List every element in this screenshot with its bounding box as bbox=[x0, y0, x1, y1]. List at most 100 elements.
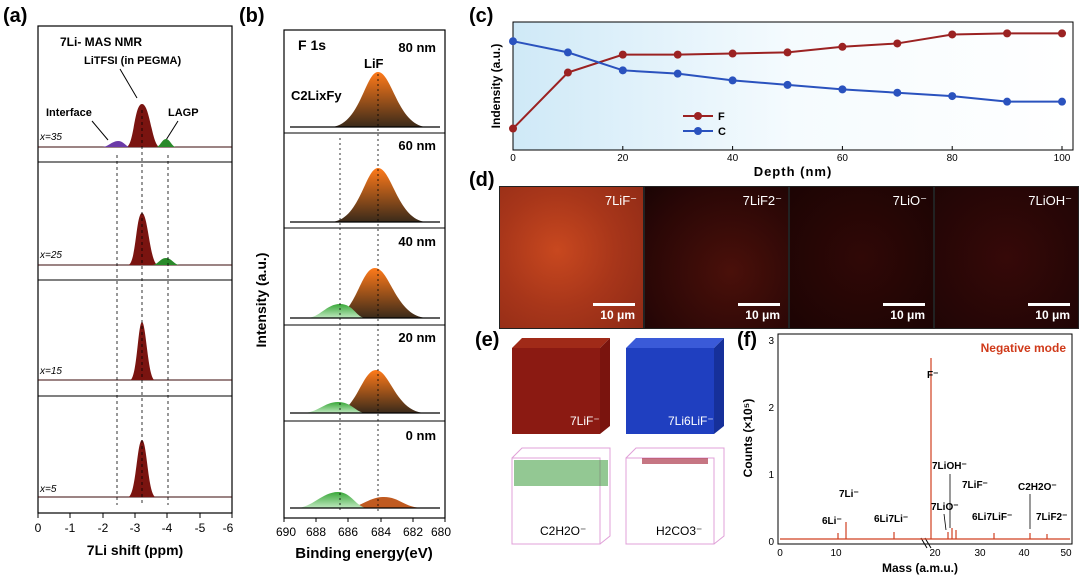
data-point-f-5 bbox=[783, 48, 792, 57]
panel-d-label: (d) bbox=[469, 169, 495, 191]
a-tick-2: -2 bbox=[98, 521, 109, 535]
interface-label: Interface bbox=[46, 107, 92, 119]
peak-f: F⁻ bbox=[927, 370, 938, 381]
f-xtick-4: 40 bbox=[1018, 548, 1030, 559]
map-label-7lif2: 7LiF2⁻ bbox=[742, 193, 782, 208]
panel-a-title: 7Li- MAS NMR bbox=[60, 35, 142, 49]
legend-f: F bbox=[718, 111, 725, 123]
tof-map-7lio: 7LiO⁻ 10 μm bbox=[789, 186, 934, 329]
cube-label-c2h2o: C2H2O⁻ bbox=[540, 524, 587, 538]
xps-spectra bbox=[290, 72, 440, 509]
panel-b-title: F 1s bbox=[298, 37, 326, 53]
map-scale-7lif: 10 μm bbox=[600, 308, 635, 322]
axis-break bbox=[920, 537, 932, 549]
data-point-f-3 bbox=[673, 50, 682, 59]
panel-b-x-ticks: 690 688 686 684 682 680 bbox=[276, 518, 451, 539]
panel-c-y-label: Indensity (a.u.) bbox=[489, 44, 503, 129]
data-point-f-8 bbox=[948, 30, 957, 39]
peak-7lioh: 7LiOH⁻ bbox=[932, 461, 967, 472]
panel-b-frame bbox=[283, 29, 446, 519]
stack-label-x5: x=5 bbox=[39, 484, 57, 495]
depth-label-20: 20 nm bbox=[398, 330, 436, 345]
depth-label-40: 40 nm bbox=[398, 234, 436, 249]
data-point-c-9 bbox=[1003, 97, 1012, 106]
panel-c-series bbox=[509, 29, 1066, 133]
cube-c2h2o: C2H2O⁻ bbox=[508, 446, 614, 546]
cube-label-7lif: 7LiF⁻ bbox=[570, 414, 600, 428]
a-tick-0: 0 bbox=[35, 521, 42, 535]
data-point-f-7 bbox=[893, 39, 902, 48]
f-ytick-1: 1 bbox=[768, 470, 774, 481]
a-tick-5: -5 bbox=[195, 521, 206, 535]
b-tick-3: 684 bbox=[371, 525, 391, 539]
panel-c-legend: F C bbox=[683, 111, 726, 138]
data-point-f-2 bbox=[618, 50, 627, 59]
peak-7lio: 7LiO⁻ bbox=[931, 502, 959, 513]
b-tick-0: 690 bbox=[276, 525, 296, 539]
data-point-c-2 bbox=[618, 66, 627, 75]
data-point-c-3 bbox=[673, 69, 682, 78]
peak-7li: 7Li⁻ bbox=[839, 489, 859, 500]
panel-b-x-label: Binding energy(eV) bbox=[295, 545, 433, 562]
f-ytick-2: 2 bbox=[768, 403, 774, 414]
annotation-arrows bbox=[91, 68, 179, 141]
map-label-7lio: 7LiO⁻ bbox=[892, 193, 927, 208]
data-point-c-10 bbox=[1058, 97, 1066, 106]
data-point-c-8 bbox=[948, 92, 957, 101]
data-point-f-1 bbox=[563, 68, 572, 77]
data-point-f-10 bbox=[1058, 29, 1066, 38]
nmr-spectrum-x15 bbox=[38, 322, 232, 381]
mass-spectrum-peaks bbox=[780, 358, 1070, 540]
panel-c-x-ticks: 0 20 40 60 80 100 bbox=[510, 146, 1071, 164]
f-ytick-3: 3 bbox=[768, 336, 774, 347]
lagp-label: LAGP bbox=[168, 107, 199, 119]
litfsi-label: LiTFSI (in PEGMA) bbox=[84, 55, 181, 67]
mass-peak-arrows bbox=[943, 474, 1031, 531]
data-point-f-0 bbox=[509, 124, 517, 133]
panel-f-label: (f) bbox=[737, 329, 757, 351]
panel-a-x-label: 7Li shift (ppm) bbox=[87, 542, 183, 558]
b-tick-1: 688 bbox=[306, 525, 326, 539]
cube-graphic-7li6lif bbox=[626, 338, 724, 434]
map-scale-7lioh: 10 μm bbox=[1035, 308, 1070, 322]
data-point-c-6 bbox=[838, 85, 847, 94]
cube-graphic-7lif bbox=[512, 338, 610, 434]
f-ytick-0: 0 bbox=[768, 537, 774, 548]
panel-b-label: (b) bbox=[239, 5, 265, 27]
panel-f-y-ticks: 0 1 2 3 bbox=[768, 336, 774, 548]
c-tick-label-4: 80 bbox=[947, 153, 959, 164]
map-scale-7lio: 10 μm bbox=[890, 308, 925, 322]
a-tick-4: -4 bbox=[162, 521, 173, 535]
f-xtick-2: 20 bbox=[929, 548, 941, 559]
a-tick-6: -6 bbox=[223, 521, 234, 535]
panel-a-label: (a) bbox=[3, 5, 27, 27]
depth-label-0: 0 nm bbox=[406, 428, 436, 443]
nmr-spectrum-x35 bbox=[38, 104, 232, 148]
peak-6li7lif: 6Li7LiF⁻ bbox=[972, 512, 1012, 523]
nmr-guide-lines bbox=[116, 110, 169, 505]
stack-label-x35: x=35 bbox=[39, 132, 62, 143]
panel-e-label: (e) bbox=[475, 329, 499, 351]
cube-label-h2co3: H2CO3⁻ bbox=[656, 524, 703, 538]
cube-label-7li6lif: 7Li6LiF⁻ bbox=[668, 414, 714, 428]
mass-peak-labels: F⁻ 7Li⁻ 6Li⁻ 6Li7Li⁻ 7LiOH⁻ 7LiO⁻ 7LiF⁻ … bbox=[822, 370, 1067, 527]
nmr-spectrum-x25 bbox=[38, 213, 232, 266]
depth-label-80: 80 nm bbox=[398, 40, 436, 55]
panel-f-y-label: Counts (×10⁵) bbox=[741, 399, 755, 478]
scale-bar bbox=[593, 303, 635, 306]
panel-c-label: (c) bbox=[469, 5, 493, 27]
cube-graphic-h2co3 bbox=[625, 447, 725, 545]
tof-map-7lif2: 7LiF2⁻ 10 μm bbox=[644, 186, 789, 329]
stack-label-x15: x=15 bbox=[39, 366, 62, 377]
tof-map-7lioh: 7LiOH⁻ 10 μm bbox=[934, 186, 1079, 329]
peak-6li7li: 6Li7Li⁻ bbox=[874, 514, 908, 525]
panel-f-x-ticks: 0 10 20 30 40 50 bbox=[777, 548, 1072, 559]
peak-6li: 6Li⁻ bbox=[822, 516, 842, 527]
map-label-7lioh: 7LiOH⁻ bbox=[1028, 193, 1072, 208]
stack-label-x25: x=25 bbox=[39, 250, 62, 261]
c-tick-label-2: 40 bbox=[727, 153, 739, 164]
f-xtick-5: 50 bbox=[1060, 548, 1072, 559]
c-tick-label-3: 60 bbox=[837, 153, 849, 164]
panel-f-frame bbox=[777, 333, 1073, 545]
